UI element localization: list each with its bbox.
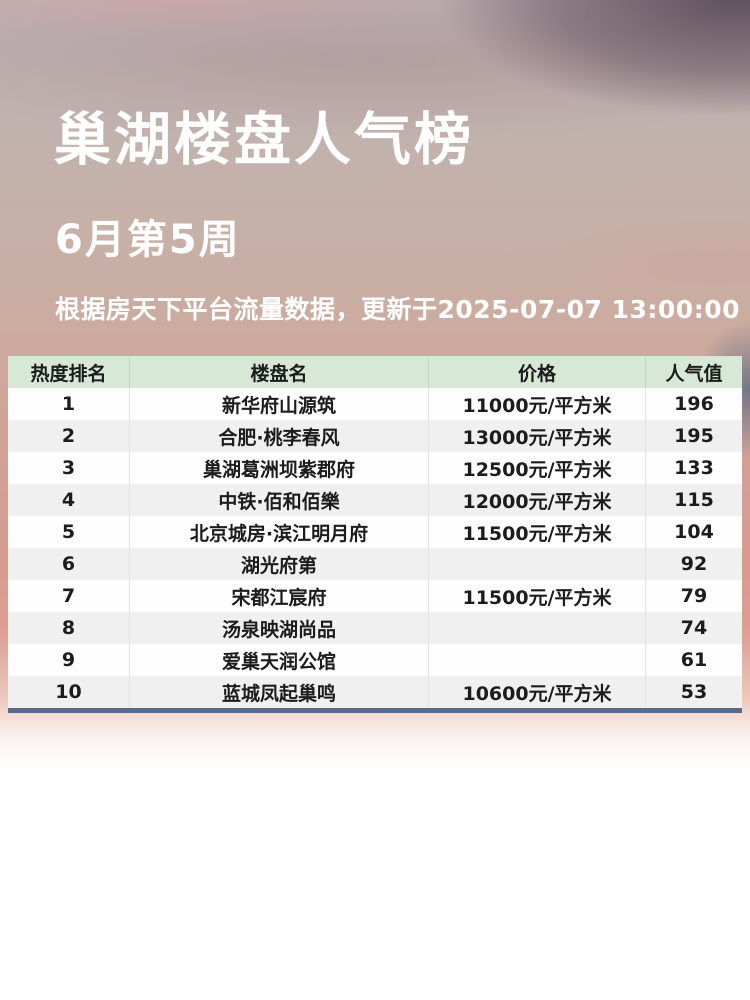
cell-rank: 3 <box>8 452 130 484</box>
cell-rank: 1 <box>8 388 130 420</box>
cell-name: 中铁·佰和佰樂 <box>130 484 429 516</box>
cell-price: 11000元/平方米 <box>429 388 646 420</box>
cell-price: 11500元/平方米 <box>429 516 646 548</box>
table-row: 9 爱巢天润公馆 61 <box>8 644 742 676</box>
cell-popularity: 61 <box>680 649 708 671</box>
cell-popularity: 195 <box>674 425 714 447</box>
table-row: 1 新华府山源筑 11000元/平方米 196 <box>8 388 742 420</box>
cell-name: 新华府山源筑 <box>130 388 429 420</box>
cell-rank: 5 <box>8 516 130 548</box>
cell-rank: 7 <box>8 580 130 612</box>
cell-popularity: 79 <box>680 585 708 607</box>
cell-name: 蓝城凤起巢鸣 <box>130 676 429 708</box>
cell-popularity: 133 <box>674 457 714 479</box>
cell-popularity: 53 <box>680 681 708 703</box>
cell-price <box>429 644 646 676</box>
ranking-table: 热度排名 楼盘名 价格 人气值 1 新华府山源筑 11000元/平方米 196 … <box>8 356 742 713</box>
cell-popularity: 115 <box>674 489 714 511</box>
cell-price <box>429 548 646 580</box>
cell-popularity: 92 <box>680 553 708 575</box>
table-row: 5 北京城房·滨江明月府 11500元/平方米 104 <box>8 516 742 548</box>
header-cell-popularity: 人气值 <box>665 362 723 385</box>
table-row: 3 巢湖葛洲坝紫郡府 12500元/平方米 133 <box>8 452 742 484</box>
cell-name: 巢湖葛洲坝紫郡府 <box>130 452 429 484</box>
cell-rank: 10 <box>8 676 130 708</box>
header-cell-price: 价格 <box>429 356 646 388</box>
cell-price: 11500元/平方米 <box>429 580 646 612</box>
cell-rank: 2 <box>8 420 130 452</box>
cell-rank: 6 <box>8 548 130 580</box>
table-row: 10 蓝城凤起巢鸣 10600元/平方米 53 <box>8 676 742 708</box>
cell-name: 汤泉映湖尚品 <box>130 612 429 644</box>
cell-name: 合肥·桃李春风 <box>130 420 429 452</box>
cell-price: 12000元/平方米 <box>429 484 646 516</box>
cell-name: 爱巢天润公馆 <box>130 644 429 676</box>
cell-popularity: 196 <box>674 393 714 415</box>
cell-popularity: 104 <box>674 521 714 543</box>
page-title: 巢湖楼盘人气榜 <box>54 107 474 173</box>
cell-rank: 4 <box>8 484 130 516</box>
table-row: 8 汤泉映湖尚品 74 <box>8 612 742 644</box>
table-row: 2 合肥·桃李春风 13000元/平方米 195 <box>8 420 742 452</box>
table-header-row: 热度排名 楼盘名 价格 人气值 <box>8 356 742 388</box>
table-row: 4 中铁·佰和佰樂 12000元/平方米 115 <box>8 484 742 516</box>
cell-price: 13000元/平方米 <box>429 420 646 452</box>
cell-price <box>429 612 646 644</box>
header-cell-rank: 热度排名 <box>8 356 130 388</box>
cell-price: 12500元/平方米 <box>429 452 646 484</box>
period-subtitle: 6月第5周 <box>55 217 241 263</box>
cell-rank: 9 <box>8 644 130 676</box>
table-row: 7 宋都江宸府 11500元/平方米 79 <box>8 580 742 612</box>
cell-rank: 8 <box>8 612 130 644</box>
cell-price: 10600元/平方米 <box>429 676 646 708</box>
table-row: 6 湖光府第 92 <box>8 548 742 580</box>
table-body: 1 新华府山源筑 11000元/平方米 196 2 合肥·桃李春风 13000元… <box>8 388 742 708</box>
cell-name: 宋都江宸府 <box>130 580 429 612</box>
header-cell-name: 楼盘名 <box>130 356 429 388</box>
update-note: 根据房天下平台流量数据，更新于2025-07-07 13:00:00 <box>55 295 740 324</box>
cell-name: 湖光府第 <box>130 548 429 580</box>
cell-name: 北京城房·滨江明月府 <box>130 516 429 548</box>
cell-popularity: 74 <box>680 617 708 639</box>
